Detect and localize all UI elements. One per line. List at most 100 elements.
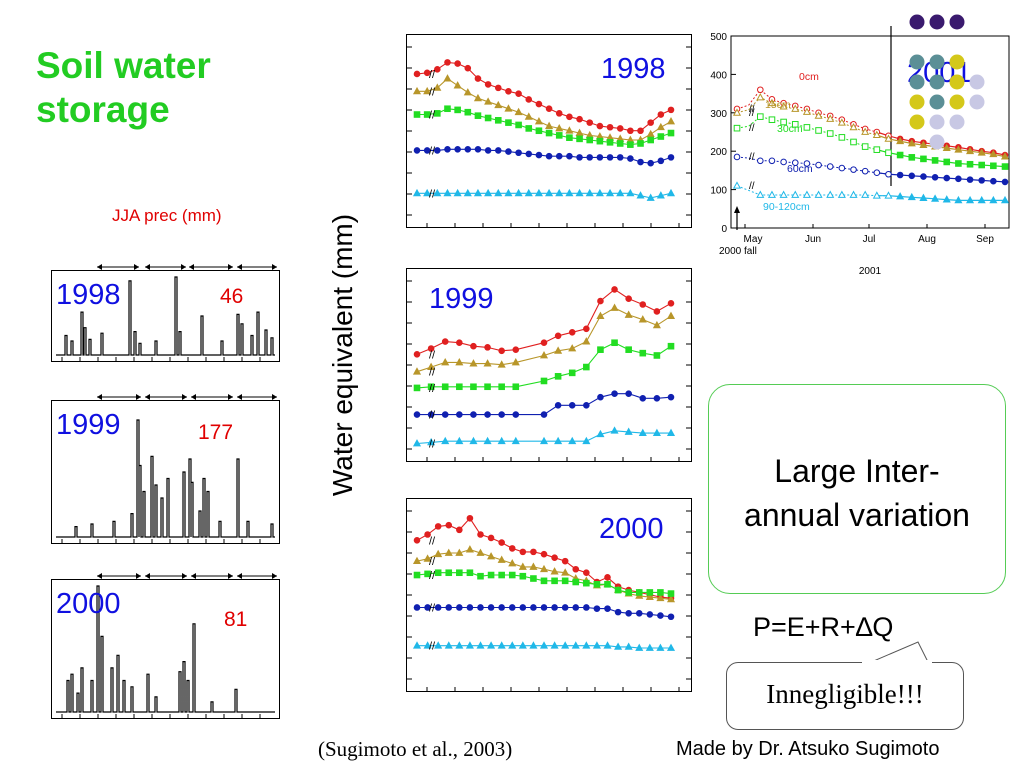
- data-point: [487, 641, 496, 649]
- data-point: [412, 188, 422, 197]
- axis-break-mark: //: [429, 69, 436, 81]
- data-point: [466, 569, 474, 577]
- data-point: [473, 93, 483, 102]
- data-point: [545, 152, 553, 160]
- data-point: [611, 339, 618, 347]
- data-point: [627, 155, 634, 162]
- data-point: [453, 188, 462, 197]
- period-arrow-head: [136, 573, 141, 579]
- data-point: [907, 139, 916, 147]
- data-point: [413, 111, 421, 118]
- axis-break-mark: //: [429, 145, 436, 157]
- data-point: [943, 158, 951, 166]
- axis-break-mark: //: [749, 152, 755, 163]
- water-balance-equation: P=E+R+∆Q: [753, 612, 894, 642]
- data-point: [487, 534, 495, 542]
- data-point: [453, 81, 462, 89]
- precip-year-1998: 1998: [56, 279, 121, 311]
- data-point: [540, 377, 548, 385]
- data-point: [919, 140, 928, 148]
- data-point: [955, 160, 962, 167]
- data-point: [624, 427, 633, 435]
- data-point: [873, 169, 881, 177]
- data-point: [966, 160, 974, 168]
- data-point: [583, 604, 590, 611]
- data-point: [412, 439, 422, 447]
- data-point: [434, 66, 441, 73]
- data-point: [582, 337, 591, 345]
- decorative-dot: [949, 54, 965, 70]
- data-point: [441, 338, 449, 345]
- data-point: [474, 145, 482, 153]
- data-point: [443, 188, 452, 197]
- data-point: [412, 86, 422, 95]
- data-point: [515, 90, 522, 97]
- data-point: [604, 581, 611, 588]
- data-point: [582, 436, 591, 445]
- data-point: [667, 613, 675, 621]
- data-point: [576, 154, 583, 161]
- data-point: [667, 300, 675, 307]
- data-point: [826, 163, 834, 170]
- data-point: [444, 145, 451, 153]
- data-point: [767, 98, 777, 107]
- soil-water-panel-2000: // // // // // 2000: [406, 498, 692, 692]
- data-point: [554, 346, 563, 354]
- decorative-dot: [909, 94, 925, 110]
- data-point: [815, 161, 822, 169]
- period-arrow-head: [191, 573, 196, 579]
- page-title: Soil water storage: [36, 45, 211, 130]
- data-point: [908, 172, 916, 180]
- data-point: [575, 188, 584, 197]
- data-point: [497, 436, 506, 445]
- data-point: [505, 88, 512, 95]
- x-tick-label: Sep: [976, 234, 994, 245]
- period-arrow-head: [189, 264, 194, 270]
- data-point: [550, 641, 559, 649]
- data-point: [603, 641, 612, 649]
- precip-bars: [56, 585, 275, 713]
- credit: Made by Dr. Atsuko Sugimoto: [676, 738, 940, 760]
- data-point: [470, 411, 477, 418]
- data-point: [757, 157, 764, 165]
- data-point: [444, 641, 453, 649]
- period-arrow-head: [182, 394, 187, 400]
- data-point: [551, 604, 558, 611]
- data-point: [423, 86, 432, 95]
- data-point: [424, 570, 431, 578]
- data-point: [561, 577, 569, 585]
- data-point: [413, 604, 421, 611]
- data-point: [565, 188, 574, 197]
- data-point: [656, 122, 665, 131]
- decorative-dot: [929, 74, 945, 90]
- variation-box: Large Inter- annual variation: [708, 384, 1006, 594]
- data-point: [635, 643, 644, 651]
- data-point: [849, 190, 858, 198]
- data-point: [850, 138, 857, 146]
- data-point: [639, 301, 647, 308]
- period-arrow-head: [228, 573, 233, 579]
- axis-break-mark: //: [429, 110, 436, 122]
- period-arrow-head: [191, 394, 196, 400]
- data-point: [635, 609, 643, 617]
- period-arrows-1999: [97, 394, 277, 400]
- data-point: [535, 100, 543, 108]
- data-point: [920, 173, 927, 180]
- data-point: [606, 139, 614, 146]
- decorative-dot: [969, 74, 985, 90]
- data-point: [508, 604, 516, 611]
- period-arrows-1998: [97, 264, 277, 270]
- data-point: [667, 154, 675, 161]
- data-point: [454, 60, 461, 67]
- data-point: [657, 133, 665, 140]
- data-point: [1000, 152, 1010, 160]
- data-point: [572, 604, 580, 611]
- data-point: [837, 118, 846, 126]
- data-point: [539, 351, 549, 359]
- data-point: [434, 549, 443, 558]
- data-point: [908, 154, 916, 161]
- data-point: [646, 611, 654, 618]
- data-point: [494, 84, 502, 92]
- data-point: [586, 136, 594, 144]
- data-point: [647, 159, 654, 167]
